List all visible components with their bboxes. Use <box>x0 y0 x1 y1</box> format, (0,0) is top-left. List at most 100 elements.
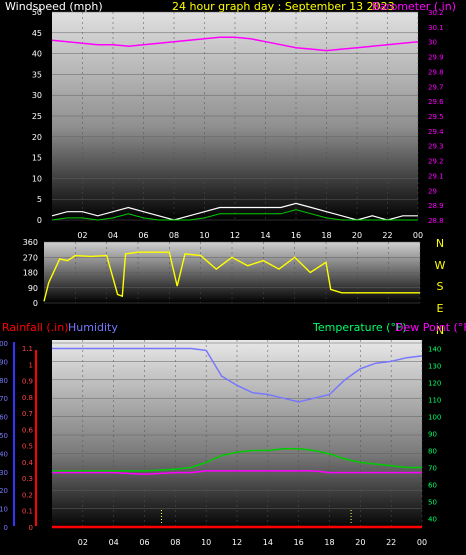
wind-x-tick: 02 <box>77 231 87 240</box>
rainfall-y-tick: 0.9 <box>22 378 33 386</box>
humidity-x-tick: 08 <box>170 538 180 547</box>
rainfall-y-tick: 0.4 <box>22 459 34 467</box>
rainfall-y-tick: 1 <box>29 361 33 369</box>
rainfall-label: Rainfall (.in) <box>2 321 69 334</box>
humidity-line <box>52 347 423 403</box>
wind-y-tick: 35 <box>32 70 42 79</box>
wind-direction-line <box>43 251 420 302</box>
humidity-x-tick: 06 <box>139 538 149 547</box>
humidity-x-tick: 22 <box>386 538 396 547</box>
wind-y-tick: 0 <box>37 216 42 225</box>
humidity-y-tick: 60 <box>0 414 8 422</box>
compass-label-E: E <box>437 302 444 315</box>
compass-label-S: S <box>437 280 444 293</box>
wind-x-tick: 06 <box>138 231 148 240</box>
temperature-y-tick: 40 <box>428 516 437 524</box>
barometer-y-tick: 29.2 <box>428 158 444 166</box>
wind-x-tick: 04 <box>108 231 118 240</box>
humidity-x-tick: 02 <box>78 538 88 547</box>
wind-y-tick: 10 <box>32 174 42 183</box>
barometer-y-tick: 29.4 <box>428 128 444 136</box>
dewpoint-label: Dew Point (°F) <box>395 321 466 334</box>
barometer-label: Barometer (.in) <box>372 0 456 13</box>
wind-average-line <box>51 209 418 221</box>
humidity-y-tick: 40 <box>0 450 8 458</box>
humidity-x-tick: 18 <box>324 538 334 547</box>
barometer-y-tick: 29.1 <box>428 172 444 180</box>
rainfall-y-tick: 0.7 <box>22 410 33 418</box>
direction-y-tick: 0 <box>33 299 38 308</box>
barometer-y-tick: 30.1 <box>428 24 444 32</box>
wind-x-tick: 14 <box>260 231 270 240</box>
rainfall-y-tick: 0 <box>29 524 33 532</box>
wind-x-tick: 08 <box>169 231 179 240</box>
wind-x-tick: 16 <box>291 231 301 240</box>
barometer-y-tick: 29 <box>428 187 437 195</box>
temperature-y-tick: 120 <box>428 380 441 388</box>
barometer-y-tick: 28.9 <box>428 202 444 210</box>
compass-label-W: W <box>435 259 446 272</box>
wind-y-tick: 15 <box>32 154 42 163</box>
temperature-y-tick: 50 <box>428 499 437 507</box>
humidity-x-tick: 20 <box>355 538 365 547</box>
wind-y-tick: 5 <box>37 195 42 204</box>
windspeed-label: Windspeed (mph) <box>5 0 103 13</box>
temperature-label: Temperature (°F) <box>312 321 407 334</box>
humidity-y-tick: 50 <box>0 432 8 440</box>
humidity-y-tick: 100 <box>0 340 8 348</box>
barometer-y-tick: 29.7 <box>428 83 444 91</box>
temperature-line <box>52 448 422 472</box>
wind-y-tick: 20 <box>32 133 42 142</box>
barometer-y-tick: 29.3 <box>428 143 444 151</box>
rainfall-y-tick: 0.6 <box>22 426 34 434</box>
humidity-y-tick: 30 <box>0 469 8 477</box>
humidity-y-tick: 0 <box>4 524 8 532</box>
wind-x-tick: 00 <box>413 231 423 240</box>
compass-label-N: N <box>436 237 444 250</box>
humidity-y-tick: 90 <box>0 358 8 366</box>
barometer-y-tick: 30 <box>428 39 437 47</box>
wind-x-tick: 22 <box>382 231 392 240</box>
compass-label-N: N <box>436 324 444 337</box>
humidity-x-tick: 12 <box>232 538 242 547</box>
humidity-y-tick: 70 <box>0 395 8 403</box>
wind-y-tick: 45 <box>32 29 42 38</box>
humidity-x-tick: 16 <box>294 538 304 547</box>
temperature-y-tick: 90 <box>428 431 437 439</box>
rainfall-y-tick: 1.1 <box>22 345 33 353</box>
wind-y-tick: 40 <box>32 50 42 59</box>
rainfall-y-tick: 0.3 <box>22 475 33 483</box>
humidity-x-tick: 14 <box>263 538 273 547</box>
temperature-y-tick: 110 <box>428 397 441 405</box>
temperature-y-tick: 60 <box>428 482 437 490</box>
temperature-y-tick: 70 <box>428 465 437 473</box>
wind-y-tick: 25 <box>32 112 42 121</box>
humidity-x-tick: 10 <box>201 538 211 547</box>
barometer-y-tick: 30.2 <box>428 9 444 17</box>
direction-y-tick: 270 <box>23 253 38 262</box>
temperature-y-tick: 140 <box>428 346 441 354</box>
rainfall-y-tick: 0.2 <box>22 491 33 499</box>
humidity-y-tick: 20 <box>0 487 8 495</box>
humidity-y-tick: 80 <box>0 377 8 385</box>
direction-y-tick: 180 <box>23 269 38 278</box>
rainfall-y-tick: 0.1 <box>22 508 33 516</box>
temperature-y-tick: 100 <box>428 414 441 422</box>
barometer-y-tick: 28.8 <box>428 217 444 225</box>
barometer-y-tick: 29.5 <box>428 113 444 121</box>
wind-x-tick: 20 <box>352 231 362 240</box>
humidity-x-tick: 04 <box>109 538 119 547</box>
direction-y-tick: 90 <box>28 284 38 293</box>
direction-y-tick: 360 <box>23 238 38 247</box>
wind-x-tick: 12 <box>230 231 240 240</box>
wind-x-tick: 10 <box>199 231 209 240</box>
humidity-label: Humidity <box>68 321 118 334</box>
wind-y-tick: 30 <box>32 91 42 100</box>
rainfall-y-tick: 0.5 <box>22 443 33 451</box>
wind-x-tick: 18 <box>321 231 331 240</box>
dewpoint-line <box>52 470 422 476</box>
barometer-line <box>51 36 419 52</box>
temperature-y-tick: 130 <box>428 363 441 371</box>
temperature-y-tick: 80 <box>428 448 437 456</box>
